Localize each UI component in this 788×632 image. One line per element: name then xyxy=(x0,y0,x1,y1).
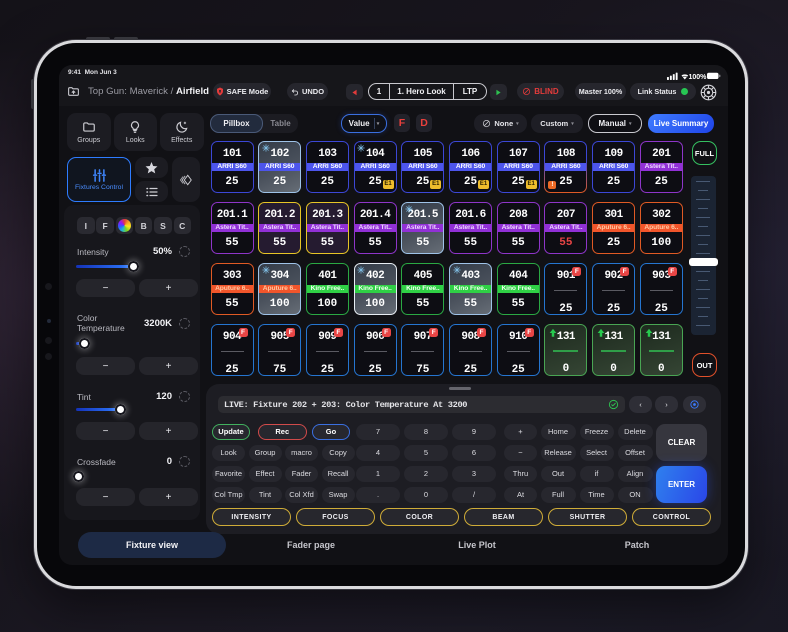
svg-text:100%: 100% xyxy=(689,74,708,81)
